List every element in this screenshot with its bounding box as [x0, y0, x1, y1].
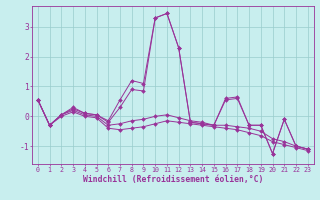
X-axis label: Windchill (Refroidissement éolien,°C): Windchill (Refroidissement éolien,°C) [83, 175, 263, 184]
